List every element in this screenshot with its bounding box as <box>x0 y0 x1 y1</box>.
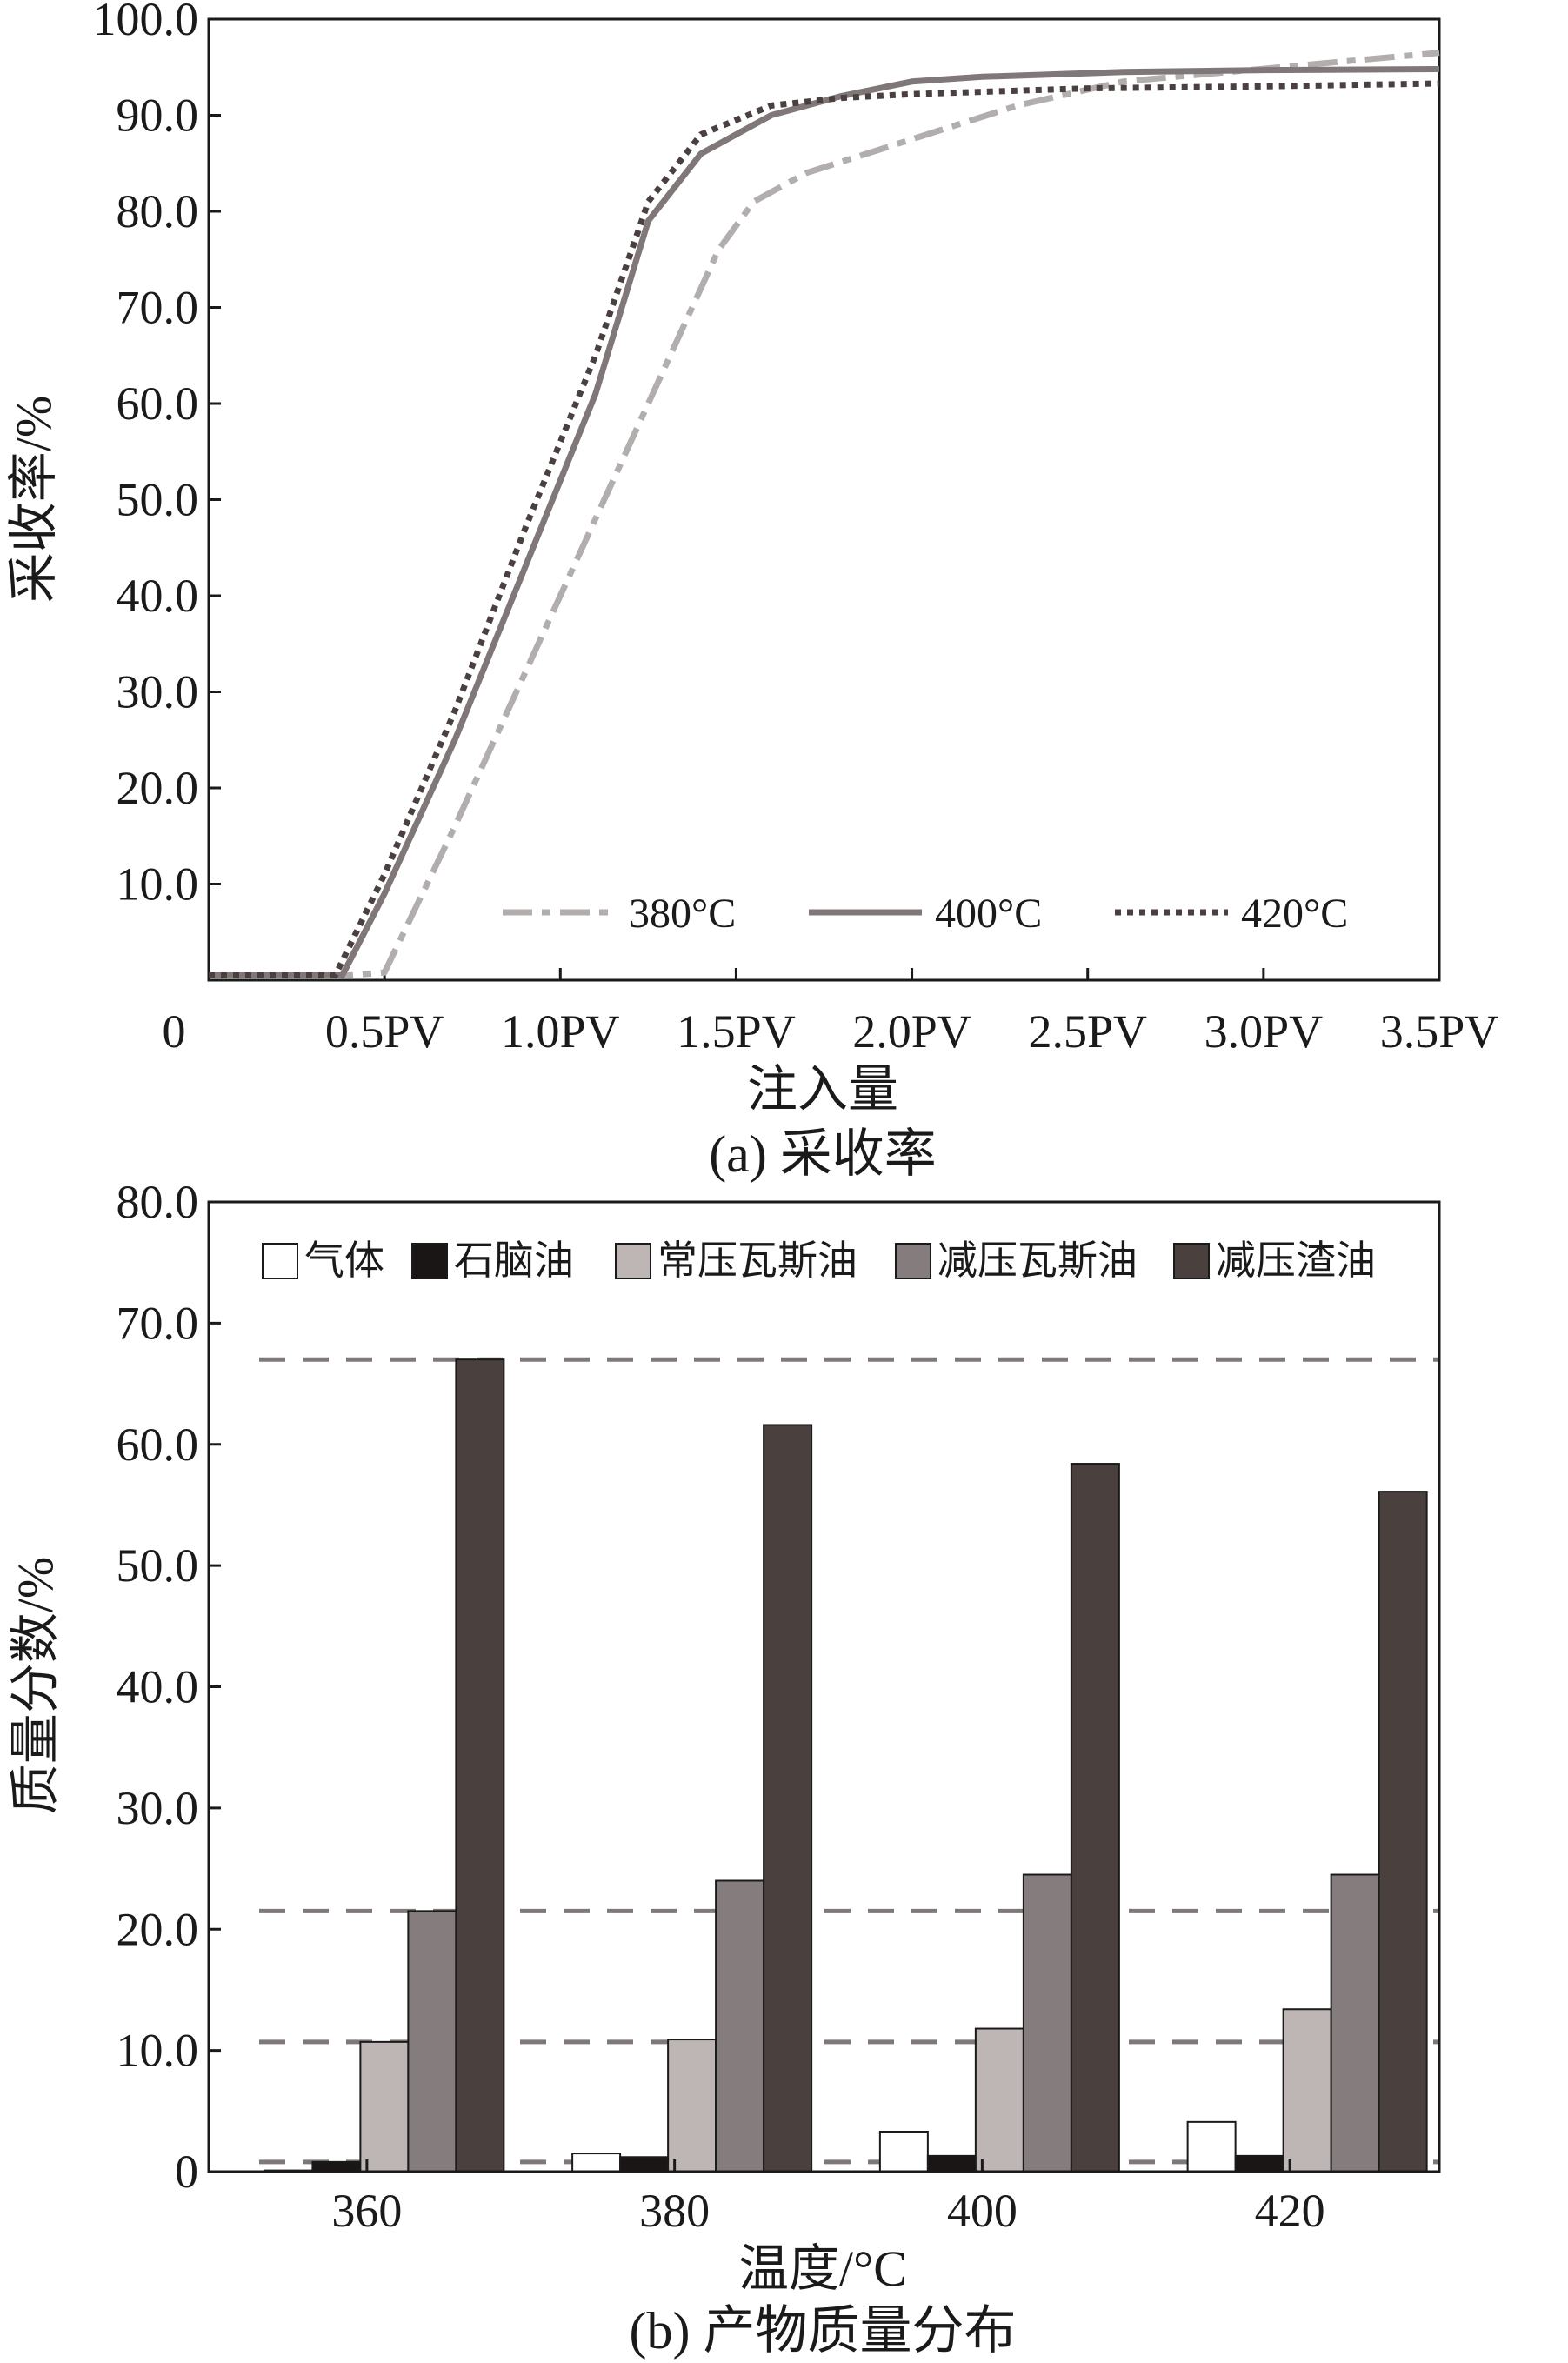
product-bar-3-0 <box>407 1910 457 2173</box>
recovery-series-line-2 <box>209 80 1440 978</box>
product-bar-3-3 <box>1330 1873 1380 2173</box>
product-bar-0-2 <box>878 2131 929 2173</box>
product-y-tick-label: 70.0 <box>117 1297 199 1349</box>
product-bar-1-2 <box>926 2154 977 2173</box>
product-bar-2-1 <box>667 2039 717 2173</box>
recovery-x-tick-label: 1.0PV <box>501 1005 620 1058</box>
recovery-y-axis-title: 采收率/% <box>5 396 62 603</box>
product-y-tick-label: 80.0 <box>117 1176 199 1228</box>
product-caption: (b) 产物质量分布 <box>630 2302 1017 2360</box>
recovery-y-tick-label: 50.0 <box>117 474 199 526</box>
product-legend: 气体 石脑油 常压瓦斯油 减压瓦斯油 减压渣油 <box>262 1238 1376 1283</box>
product-legend-label: 常压瓦斯油 <box>657 1238 857 1283</box>
product-legend-swatch <box>895 1243 931 1279</box>
recovery-y-tick-label: 100.0 <box>93 0 199 45</box>
product-legend-swatch <box>411 1243 448 1279</box>
product-y-tick-label: 30.0 <box>117 1782 199 1834</box>
product-y-tick-label: 0 <box>175 2146 198 2198</box>
product-x-tick-label: 400 <box>947 2185 1018 2237</box>
product-bar-0-1 <box>571 2153 622 2173</box>
product-x-axis-title: 温度/°C <box>738 2240 907 2297</box>
recovery-x-tick-label: 1.5PV <box>677 1005 796 1058</box>
recovery-chart: 10.0 20.0 30.0 40.0 50.0 60.0 70.0 80.0 90.0 100.… <box>5 0 1498 1183</box>
product-legend-label: 减压瓦斯油 <box>937 1238 1138 1283</box>
product-legend-label: 气体 <box>304 1238 384 1283</box>
product-bar-4-2 <box>1070 1463 1120 2173</box>
product-distribution-chart: 0 10.0 20.0 30.0 40.0 50.0 60.0 70.0 80.0 360 380… <box>7 1176 1441 2360</box>
recovery-y-tick-label: 60.0 <box>117 377 199 430</box>
product-bar-2-2 <box>974 2027 1024 2173</box>
recovery-y-tick-label: 90.0 <box>117 90 199 142</box>
recovery-legend: 380°C 400°C 420°C <box>503 891 1348 937</box>
product-bar-4-3 <box>1378 1491 1428 2173</box>
recovery-plot-frame <box>207 17 1441 982</box>
product-bar-2-3 <box>1282 2008 1332 2173</box>
recovery-caption: (a) 采收率 <box>709 1125 937 1183</box>
product-bar-1-0 <box>311 2160 362 2173</box>
product-bar-1-3 <box>1234 2154 1284 2173</box>
recovery-legend-label: 380°C <box>629 891 736 937</box>
product-y-tick-label: 10.0 <box>117 2025 199 2077</box>
product-bar-4-1 <box>763 1424 813 2173</box>
recovery-y-tick-label: 10.0 <box>117 858 199 911</box>
product-legend-swatch <box>262 1243 298 1279</box>
recovery-x-axis-title: 注入量 <box>747 1061 898 1118</box>
recovery-x-ticks: 0.5PV 1.0PV 1.5PV 2.0PV 2.5PV 3.0PV 3.5PV <box>325 968 1498 1058</box>
recovery-series-line-0 <box>209 50 1440 978</box>
recovery-x-tick-label: 2.0PV <box>852 1005 971 1058</box>
product-bars <box>264 1358 1428 2173</box>
product-x-tick-label: 380 <box>639 2185 710 2237</box>
product-y-tick-label: 60.0 <box>117 1418 199 1471</box>
recovery-x-tick-label: 3.0PV <box>1204 1005 1324 1058</box>
recovery-series-line-1 <box>209 66 1440 978</box>
recovery-y-tick-label: 80.0 <box>117 185 199 237</box>
product-legend-swatch <box>615 1243 651 1279</box>
product-y-ticks: 0 10.0 20.0 30.0 40.0 50.0 60.0 70.0 80.0 <box>117 1176 221 2198</box>
product-x-tick-label: 420 <box>1255 2185 1325 2237</box>
recovery-y-tick-label: 20.0 <box>117 762 199 814</box>
recovery-x-origin-label: 0 <box>163 1005 186 1058</box>
product-bar-3-1 <box>715 1879 765 2173</box>
product-x-tick-label: 360 <box>331 2185 402 2237</box>
recovery-x-tick-label: 0.5PV <box>325 1005 444 1058</box>
product-bar-4-0 <box>455 1358 505 2173</box>
recovery-x-tick-label: 3.5PV <box>1380 1005 1499 1058</box>
product-y-tick-label: 40.0 <box>117 1661 199 1713</box>
recovery-y-tick-label: 30.0 <box>117 666 199 718</box>
recovery-x-tick-label: 2.5PV <box>1028 1005 1147 1058</box>
product-bar-1-1 <box>619 2156 670 2173</box>
product-bar-2-0 <box>359 2040 410 2173</box>
recovery-y-tick-label: 40.0 <box>117 570 199 622</box>
product-bar-3-2 <box>1022 1873 1072 2173</box>
product-y-axis-title: 质量分数/% <box>7 1557 63 1814</box>
product-legend-label: 石脑油 <box>454 1238 574 1283</box>
recovery-y-ticks: 10.0 20.0 30.0 40.0 50.0 60.0 70.0 80.0 90.0 100.… <box>93 0 221 911</box>
recovery-legend-label: 400°C <box>935 891 1042 937</box>
product-plot-frame <box>207 1200 1441 2173</box>
product-y-tick-label: 20.0 <box>117 1903 199 1955</box>
product-legend-label: 减压渣油 <box>1216 1238 1376 1283</box>
recovery-lines <box>209 50 1440 978</box>
product-bar-0-3 <box>1186 2120 1237 2173</box>
product-legend-swatch <box>1173 1243 1210 1279</box>
recovery-y-tick-label: 70.0 <box>117 282 199 334</box>
product-y-tick-label: 50.0 <box>117 1539 199 1592</box>
product-x-ticks: 360 380 400 420 <box>331 2159 1325 2237</box>
recovery-legend-label: 420°C <box>1241 891 1348 937</box>
